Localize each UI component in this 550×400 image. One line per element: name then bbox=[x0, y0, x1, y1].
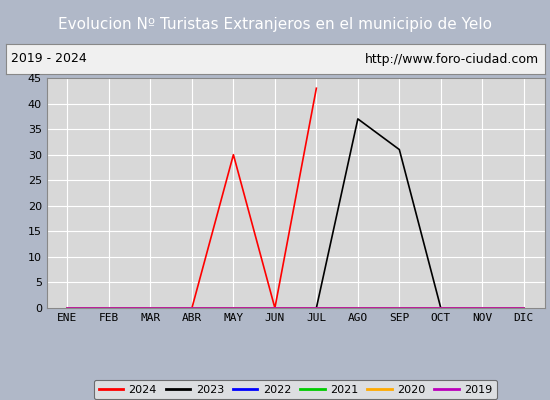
Text: 2019 - 2024: 2019 - 2024 bbox=[11, 52, 87, 66]
Text: Evolucion Nº Turistas Extranjeros en el municipio de Yelo: Evolucion Nº Turistas Extranjeros en el … bbox=[58, 16, 492, 32]
Text: http://www.foro-ciudad.com: http://www.foro-ciudad.com bbox=[365, 52, 539, 66]
Legend: 2024, 2023, 2022, 2021, 2020, 2019: 2024, 2023, 2022, 2021, 2020, 2019 bbox=[94, 380, 497, 399]
